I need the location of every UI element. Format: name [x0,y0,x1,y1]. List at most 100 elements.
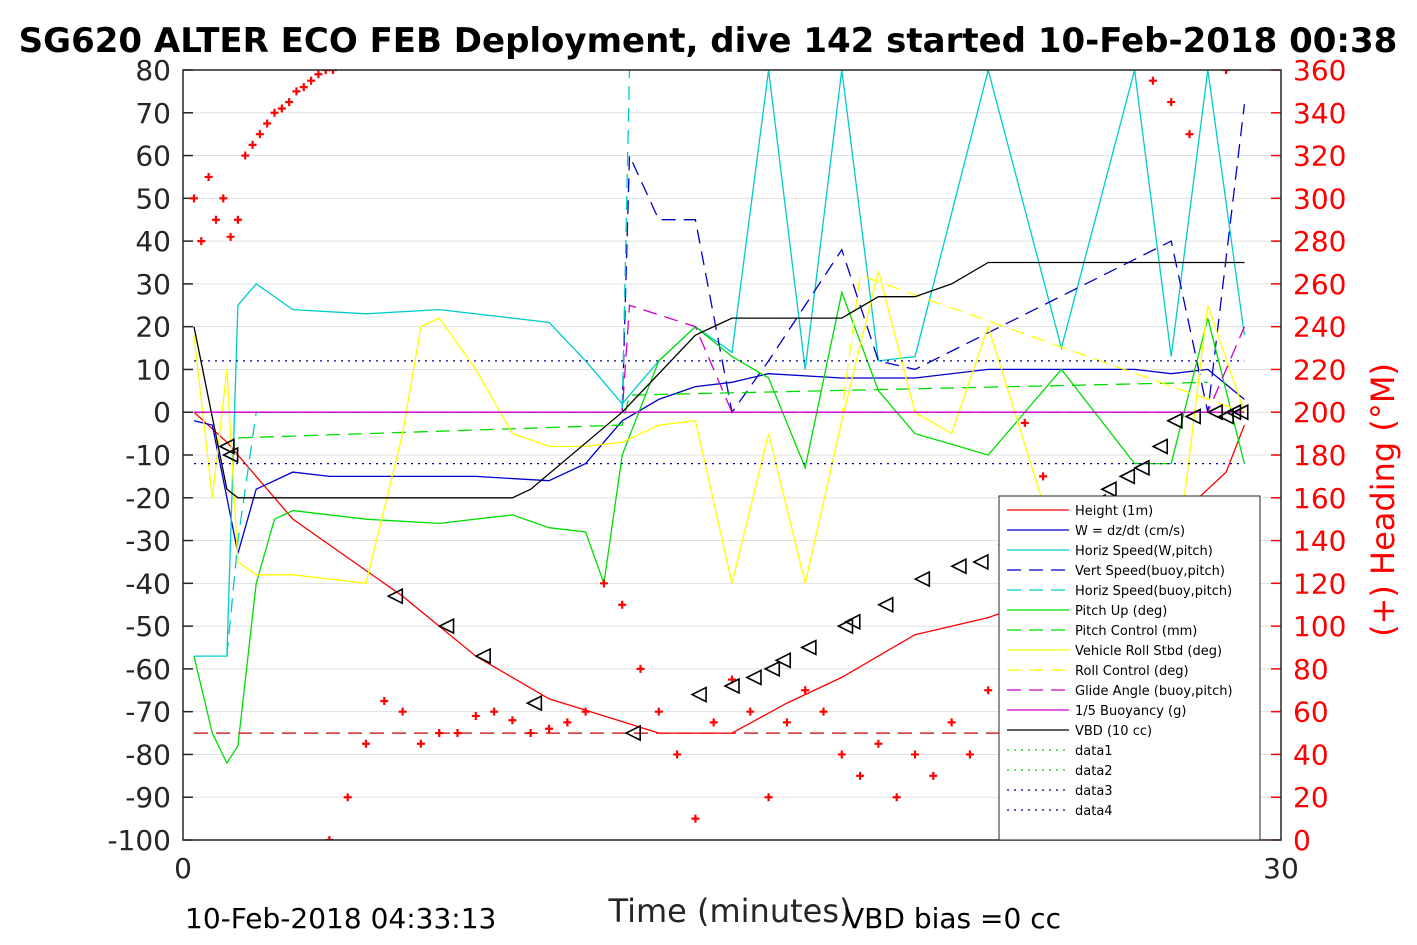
depth-marker [800,639,817,656]
timestamp-footer: 10-Feb-2018 04:33:13 [185,902,496,935]
heading-point [277,104,286,113]
depth-marker [1166,412,1183,430]
y2-tick-label: 0 [1293,824,1311,857]
heading-point [581,707,590,716]
heading-point [255,130,264,139]
y2-tick-label: 260 [1293,268,1346,301]
y-tick-label: 80 [135,54,171,87]
heading-point [654,707,663,716]
legend-label: data1 [1075,744,1113,759]
heading-point [1039,472,1048,481]
legend-label: W = dz/dt (cm/s) [1075,524,1185,539]
depth-marker [972,553,989,571]
heading-point [263,119,272,128]
depth-marker [836,617,854,635]
heading-point [299,83,308,92]
legend-label: Pitch Up (deg) [1075,604,1167,619]
heading-point [673,750,682,759]
heading-point [782,718,791,727]
y2-tick-label: 340 [1293,97,1346,130]
y2-tick-label: 180 [1293,439,1346,472]
heading-point [211,215,220,224]
y2-tick-label: 60 [1293,696,1329,729]
heading-point [398,707,407,716]
y-tick-label: -40 [125,567,171,600]
series-line-3 [621,104,1246,414]
heading-point [1222,70,1231,74]
legend-label: data3 [1075,784,1113,799]
heading-point [471,711,480,720]
y-tick-label: 60 [135,140,171,173]
depth-marker [218,438,235,455]
series-line-1 [193,368,1245,554]
y-tick-label: 70 [135,97,171,130]
depth-marker [525,694,543,712]
y-tick-label: 20 [135,311,171,344]
y2-tick-label: 20 [1293,781,1329,814]
x-axis-label: Time (minutes) [608,892,852,930]
heading-point [636,664,645,673]
y-tick-label: 30 [135,268,171,301]
legend-box [998,495,1261,841]
y2-tick-label: 360 [1293,54,1346,87]
y2-tick-label: 80 [1293,653,1329,686]
legend-label: data4 [1075,804,1113,819]
y2-tick-label: 120 [1293,567,1346,600]
depth-marker [913,570,931,588]
heading-point [204,172,213,181]
depth-marker [690,686,707,703]
depth-marker [876,596,894,614]
heading-point [984,686,993,695]
heading-point [691,814,700,823]
heading-point [929,771,938,780]
depth-marker [1118,468,1136,485]
depth-marker [745,669,762,686]
heading-point [490,707,499,716]
heading-point [801,686,810,695]
heading-point [325,836,334,840]
y2-tick-label: 160 [1293,482,1346,515]
plot-frame [182,69,1282,841]
legend-label: VBD (10 cc) [1075,724,1152,739]
depth-marker [1231,403,1249,421]
heading-point [563,718,572,727]
heading-point [270,108,279,117]
legend-label: Vehicle Roll Stbd (deg) [1075,644,1222,659]
y-tick-label: -80 [125,738,171,771]
chart-title: SG620 ALTER ECO FEB Deployment, dive 142… [19,21,1398,61]
heading-point [380,696,389,705]
heading-point [248,140,257,149]
heading-point [285,98,294,107]
heading-point [241,151,250,160]
y-tick-label: -30 [125,525,171,558]
legend-label: Horiz Speed(buoy,pitch) [1075,584,1232,599]
depth-marker [950,557,967,575]
heading-point [343,793,352,802]
legend-label: Glide Angle (buoy,pitch) [1075,684,1233,699]
y2-tick-label: 240 [1293,311,1346,344]
heading-point [965,750,974,759]
depth-marker [1100,480,1117,498]
heading-point [911,750,919,759]
heading-point [874,739,883,748]
heading-point [416,739,425,748]
y-tick-label: -100 [107,824,171,857]
y2-tick-label: 40 [1293,738,1329,771]
heading-point [292,87,301,96]
heading-point [362,739,370,748]
y-tick-label: -90 [125,781,171,814]
legend-label: 1/5 Buoyancy (g) [1075,704,1186,719]
heading-point [837,750,846,759]
depth-marker [1133,459,1150,477]
heading-point [746,707,755,716]
y2-tick-label: 140 [1293,525,1346,558]
depth-marker [774,652,792,669]
heading-point [1020,418,1029,427]
legend-label: Horiz Speed(W,pitch) [1075,544,1213,559]
depth-marker [1224,403,1242,421]
y2-tick-label: 300 [1293,182,1346,215]
y-tick-label: -60 [125,653,171,686]
y-tick-label: 40 [135,225,171,258]
heading-point [709,718,718,727]
y-tick-label: 10 [135,353,171,386]
